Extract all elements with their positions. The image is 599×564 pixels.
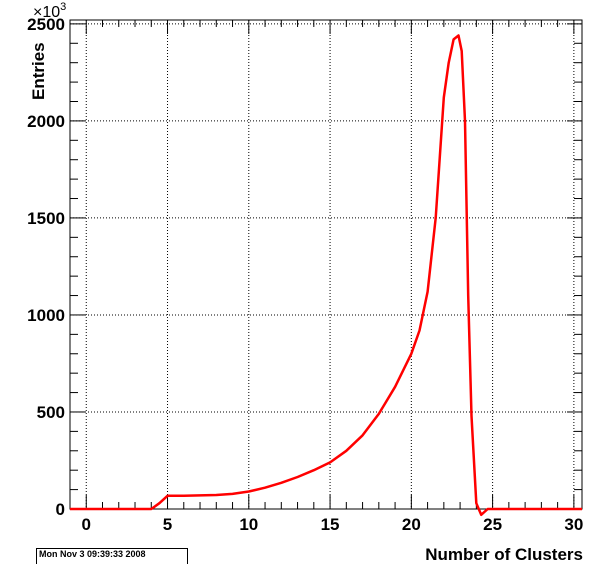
y-tick-label: 0	[56, 500, 65, 519]
x-tick-label: 25	[483, 515, 502, 534]
plot-frame	[69, 19, 583, 510]
x-tick-label: 0	[82, 515, 91, 534]
x-tick-label: 20	[402, 515, 421, 534]
tick-labels: 0 5 10 15 20 25 30 0 500 1000 1500 2000 2500	[27, 15, 583, 534]
x-tick-label: 10	[239, 515, 258, 534]
grid	[70, 20, 582, 509]
y-tick-label: 2500	[27, 15, 65, 34]
y-multiplier-exponent: 3	[60, 1, 66, 13]
axis-ticks	[70, 20, 582, 510]
y-axis-title: Entries	[29, 42, 48, 100]
datestamp: Mon Nov 3 09:39:33 2008	[36, 548, 188, 564]
y-tick-label: 1500	[27, 209, 65, 228]
y-tick-label: 500	[37, 403, 65, 422]
x-tick-label: 5	[163, 515, 172, 534]
y-tick-label: 1000	[27, 306, 65, 325]
y-tick-label: 2000	[27, 112, 65, 131]
x-tick-label: 15	[321, 515, 340, 534]
x-tick-label: 30	[564, 515, 583, 534]
y-multiplier-base: ×10	[33, 4, 60, 21]
series-line	[70, 34, 582, 517]
x-axis-title: Number of Clusters	[425, 545, 583, 564]
y-multiplier: ×103	[33, 1, 66, 21]
